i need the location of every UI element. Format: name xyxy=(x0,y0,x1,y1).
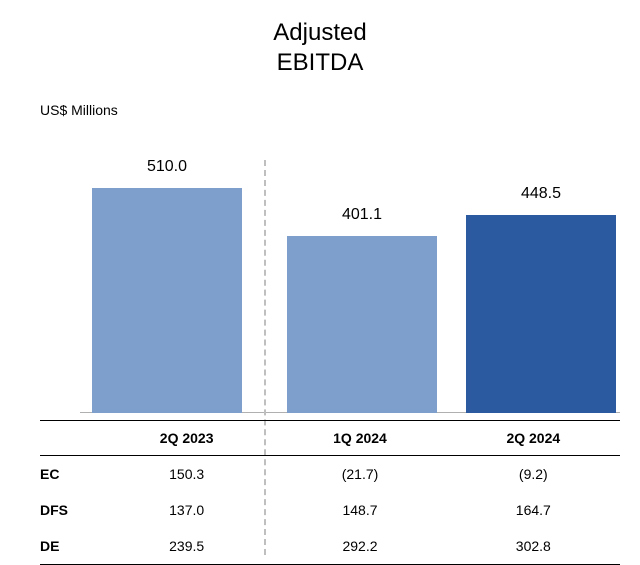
table-col-header: 2Q 2023 xyxy=(100,430,273,446)
table-cell: (21.7) xyxy=(273,466,446,482)
table-col-header: 2Q 2024 xyxy=(447,430,620,446)
table-col-header: 1Q 2024 xyxy=(273,430,446,446)
table-cell: 302.8 xyxy=(447,538,620,554)
table-cell: 148.7 xyxy=(273,502,446,518)
title-line-1: Adjusted xyxy=(273,19,366,46)
bar-value-label: 510.0 xyxy=(92,158,242,176)
bar xyxy=(466,215,616,413)
row-label: DE xyxy=(40,538,100,554)
bar-chart: 510.0 401.1 448.5 xyxy=(80,150,620,413)
bar-value-label: 401.1 xyxy=(287,206,437,224)
table-row: EC 150.3 (21.7) (9.2) xyxy=(40,456,620,492)
bar-value-label: 448.5 xyxy=(466,185,616,203)
row-label: EC xyxy=(40,466,100,482)
row-label: DFS xyxy=(40,502,100,518)
table-row: DE 239.5 292.2 302.8 xyxy=(40,528,620,565)
bar xyxy=(287,236,437,413)
ebitda-panel: Adjusted EBITDA US$ Millions 510.0 401.1 4… xyxy=(0,0,640,559)
table-cell: (9.2) xyxy=(447,466,620,482)
bar xyxy=(92,188,242,413)
table-cell: 292.2 xyxy=(273,538,446,554)
table-cell: 164.7 xyxy=(447,502,620,518)
chart-title: Adjusted EBITDA xyxy=(0,18,640,78)
table-cell: 137.0 xyxy=(100,502,273,518)
breakdown-table: 2Q 2023 1Q 2024 2Q 2024 EC 150.3 (21.7) … xyxy=(40,420,620,565)
table-row: DFS 137.0 148.7 164.7 xyxy=(40,492,620,528)
table-cell: 150.3 xyxy=(100,466,273,482)
table-header-row: 2Q 2023 1Q 2024 2Q 2024 xyxy=(40,420,620,456)
table-cell: 239.5 xyxy=(100,538,273,554)
title-line-2: EBITDA xyxy=(277,49,364,76)
chart-subtitle: US$ Millions xyxy=(40,102,118,118)
